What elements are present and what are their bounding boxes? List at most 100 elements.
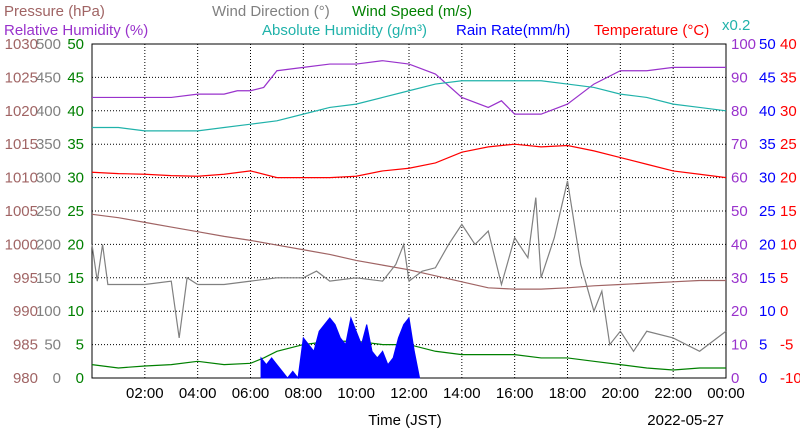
x-axis: 02:00 04:00 06:00 08:00 10:00 12:00 14:00 16:00… xyxy=(126,385,745,402)
y-tick-label: 990 xyxy=(13,303,38,320)
y-tick-label: 25 xyxy=(759,203,776,220)
left-axes: 1030102510201015101010051000995990985980… xyxy=(5,36,84,387)
y-tick-label: 45 xyxy=(67,69,84,86)
legend-entry: Absolute Humidity (g/m³) xyxy=(262,22,427,39)
y-tick-label: 30 xyxy=(731,270,748,287)
y-tick-label: 15 xyxy=(67,270,84,287)
y-tick-label: 20 xyxy=(67,236,84,253)
y-tick-label: 0 xyxy=(731,370,739,387)
legend-entry: Relative Humidity (%) xyxy=(4,22,148,39)
y-tick-label: 450 xyxy=(36,69,61,86)
y-tick-label: 5 xyxy=(759,337,767,354)
y-tick-label: 100 xyxy=(36,303,61,320)
y-tick-label: 80 xyxy=(731,103,748,120)
x-tick-label: 00:00 xyxy=(707,385,745,402)
y-tick-label: 40 xyxy=(67,103,84,120)
series-layer xyxy=(91,60,727,380)
y-tick-label: 1015 xyxy=(5,136,38,153)
y-tick-label: 300 xyxy=(36,170,61,187)
y-tick-label: 1000 xyxy=(5,236,38,253)
series-wind-direction xyxy=(91,180,727,353)
y-tick-label: 50 xyxy=(731,203,748,220)
legend-entry: x0.2 xyxy=(722,17,750,34)
x-tick-label: 18:00 xyxy=(549,385,587,402)
y-tick-label: 35 xyxy=(780,69,797,86)
x-tick-label: 12:00 xyxy=(390,385,428,402)
y-tick-label: 1020 xyxy=(5,103,38,120)
series-wind-speed xyxy=(91,340,726,371)
y-tick-label: 15 xyxy=(780,203,797,220)
y-tick-label: 25 xyxy=(780,136,797,153)
y-tick-label: 150 xyxy=(36,270,61,287)
legend-entry: Wind Direction (°) xyxy=(212,3,330,20)
right-axes: 1009080706050403020100504540353025201510… xyxy=(731,36,800,387)
y-tick-label: 20 xyxy=(780,170,797,187)
y-tick-label: -10 xyxy=(780,370,800,387)
legend-entry: Temperature (°C) xyxy=(594,22,709,39)
x-tick-label: 20:00 xyxy=(602,385,640,402)
y-tick-label: 400 xyxy=(36,103,61,120)
y-tick-label: 50 xyxy=(44,337,61,354)
x-tick-label: 16:00 xyxy=(496,385,534,402)
series-humidity-absolute xyxy=(92,80,727,132)
y-tick-label: 5 xyxy=(76,337,84,354)
y-tick-label: 1005 xyxy=(5,203,38,220)
y-tick-label: 0 xyxy=(53,370,61,387)
x-tick-label: 22:00 xyxy=(654,385,692,402)
y-tick-label: -5 xyxy=(780,337,793,354)
x-tick-label: 14:00 xyxy=(443,385,481,402)
y-tick-label: 35 xyxy=(67,136,84,153)
y-tick-label: 10 xyxy=(67,303,84,320)
y-tick-label: 0 xyxy=(780,303,788,320)
y-tick-label: 20 xyxy=(759,236,776,253)
y-tick-label: 35 xyxy=(759,136,776,153)
y-tick-label: 1010 xyxy=(5,170,38,187)
y-tick-label: 250 xyxy=(36,203,61,220)
y-tick-label: 200 xyxy=(36,236,61,253)
x-tick-label: 10:00 xyxy=(337,385,375,402)
series-temperature xyxy=(91,143,727,179)
y-tick-label: 50 xyxy=(759,36,776,53)
y-tick-label: 995 xyxy=(13,270,38,287)
series-humidity xyxy=(92,60,726,115)
y-tick-label: 985 xyxy=(13,337,38,354)
legend-entry: Wind Speed (m/s) xyxy=(352,3,472,20)
gridlines xyxy=(92,44,726,378)
y-tick-label: 70 xyxy=(731,136,748,153)
y-tick-label: 50 xyxy=(67,36,84,53)
y-tick-label: 30 xyxy=(780,103,797,120)
x-tick-label: 06:00 xyxy=(232,385,270,402)
y-tick-label: 20 xyxy=(731,303,748,320)
y-tick-label: 350 xyxy=(36,136,61,153)
y-tick-label: 40 xyxy=(780,36,797,53)
y-tick-label: 10 xyxy=(759,303,776,320)
y-tick-label: 1030 xyxy=(5,36,38,53)
y-tick-label: 0 xyxy=(76,370,84,387)
y-tick-label: 40 xyxy=(759,103,776,120)
y-tick-label: 30 xyxy=(759,170,776,187)
y-tick-label: 10 xyxy=(780,236,797,253)
x-tick-label: 08:00 xyxy=(285,385,323,402)
legend-entry: Pressure (hPa) xyxy=(4,3,105,20)
y-tick-label: 1025 xyxy=(5,69,38,86)
y-tick-label: 5 xyxy=(780,270,788,287)
y-tick-label: 980 xyxy=(13,370,38,387)
y-tick-label: 10 xyxy=(731,337,748,354)
y-tick-label: 60 xyxy=(731,170,748,187)
x-tick-label: 02:00 xyxy=(126,385,164,402)
y-tick-label: 25 xyxy=(67,203,84,220)
series-rain-rate xyxy=(260,316,421,380)
y-tick-label: 100 xyxy=(731,36,756,53)
x-axis-label: Time (JST) xyxy=(368,412,442,429)
y-tick-label: 30 xyxy=(67,170,84,187)
legend-entry: Rain Rate(mm/h) xyxy=(456,22,570,39)
y-tick-label: 0 xyxy=(759,370,767,387)
y-tick-label: 500 xyxy=(36,36,61,53)
y-tick-label: 15 xyxy=(759,270,776,287)
legend: Pressure (hPa) Wind Direction (°) Wind Spe… xyxy=(4,3,750,39)
y-tick-label: 40 xyxy=(731,236,748,253)
x-tick-label: 04:00 xyxy=(179,385,217,402)
series-pressure xyxy=(91,213,726,290)
y-tick-label: 90 xyxy=(731,69,748,86)
